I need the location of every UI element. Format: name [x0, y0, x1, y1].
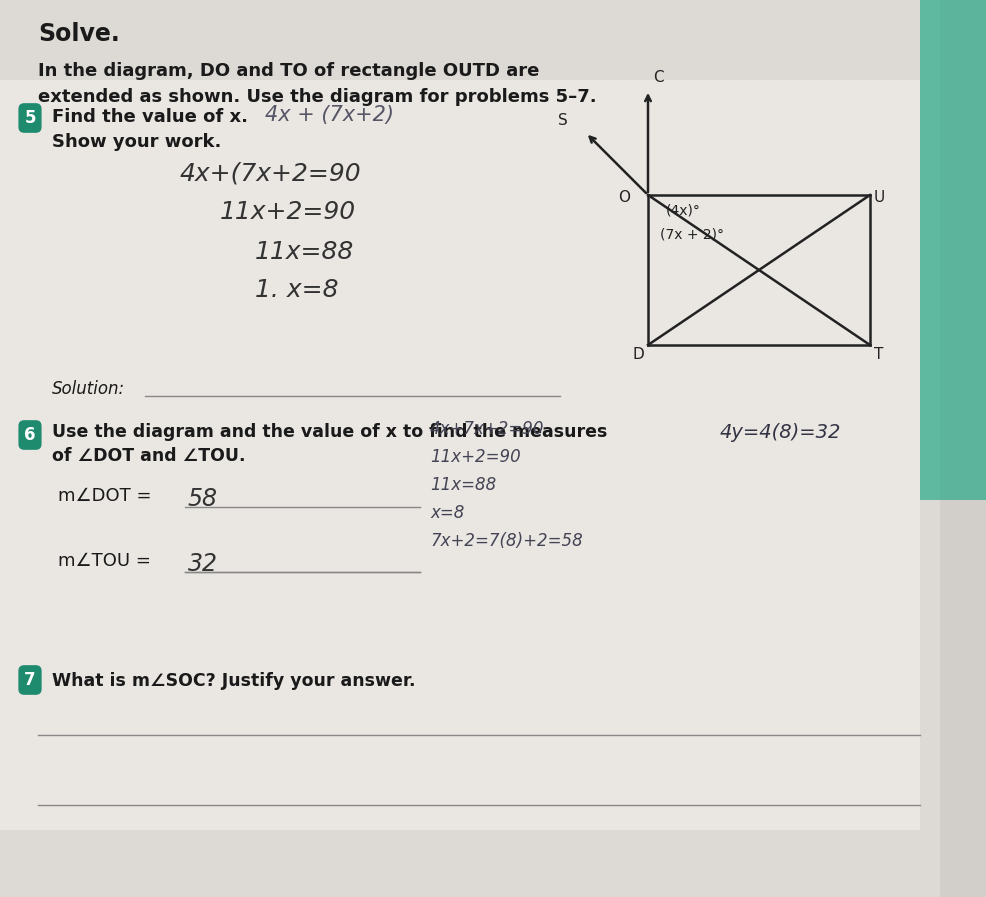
Text: U: U — [874, 190, 884, 205]
Text: What is m∠SOC? Justify your answer.: What is m∠SOC? Justify your answer. — [52, 672, 415, 690]
Text: Show your work.: Show your work. — [52, 133, 221, 151]
Text: In the diagram, DO and TO of rectangle OUTD are: In the diagram, DO and TO of rectangle O… — [38, 62, 538, 80]
Text: x=8: x=8 — [430, 504, 463, 522]
Text: 5: 5 — [25, 109, 35, 127]
Text: extended as shown. Use the diagram for problems 5–7.: extended as shown. Use the diagram for p… — [38, 88, 596, 106]
Text: 4x + (7x+2): 4x + (7x+2) — [264, 105, 393, 125]
Text: 11x+2=90: 11x+2=90 — [430, 448, 521, 466]
Text: 4y=4(8)=32: 4y=4(8)=32 — [719, 423, 840, 442]
Text: 11x+2=90: 11x+2=90 — [220, 200, 356, 224]
Bar — [919, 0, 986, 500]
Text: (4x)°: (4x)° — [666, 203, 700, 217]
Text: 4x+7x+2=90: 4x+7x+2=90 — [430, 420, 544, 438]
Text: 11x=88: 11x=88 — [430, 476, 496, 494]
Text: 7: 7 — [25, 671, 35, 689]
Text: 11x=88: 11x=88 — [254, 240, 354, 264]
Text: D: D — [632, 347, 643, 362]
Text: m∠TOU =: m∠TOU = — [58, 552, 151, 570]
Text: 6: 6 — [25, 426, 35, 444]
Text: 7x+2=7(8)+2=58: 7x+2=7(8)+2=58 — [430, 532, 582, 550]
Text: T: T — [874, 347, 882, 362]
Text: O: O — [617, 190, 629, 205]
Text: Solve.: Solve. — [38, 22, 119, 46]
Text: S: S — [557, 113, 567, 127]
Text: of ∠DOT and ∠TOU.: of ∠DOT and ∠TOU. — [52, 447, 246, 465]
Text: 1. x=8: 1. x=8 — [254, 278, 338, 302]
Text: Solution:: Solution: — [52, 380, 125, 398]
Bar — [0, 80, 919, 830]
Text: Use the diagram and the value of x to find the measures: Use the diagram and the value of x to fi… — [52, 423, 606, 441]
Bar — [939, 0, 986, 897]
Text: 4x+(7x+2=90: 4x+(7x+2=90 — [179, 162, 361, 186]
Text: (7x + 2)°: (7x + 2)° — [660, 227, 724, 241]
Text: m∠DOT =: m∠DOT = — [58, 487, 151, 505]
Text: 32: 32 — [187, 552, 218, 576]
Text: 58: 58 — [187, 487, 218, 511]
Text: C: C — [653, 70, 663, 85]
Text: Find the value of x.: Find the value of x. — [52, 108, 247, 126]
